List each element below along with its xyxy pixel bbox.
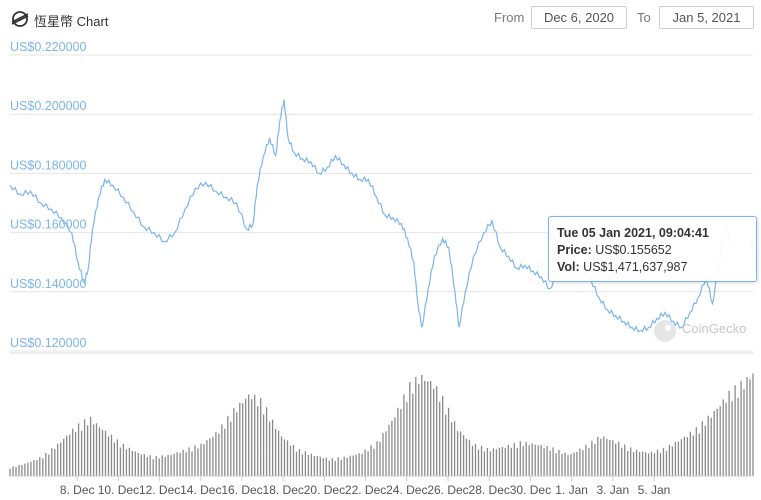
y-tick-label: US$0.200000 (10, 99, 87, 113)
coingecko-watermark: CoinGecko (652, 318, 761, 342)
y-tick-label: US$0.220000 (10, 40, 87, 54)
tooltip-price-label: Price: (557, 243, 592, 257)
from-label: From (494, 10, 525, 25)
x-tick-label: 1. Jan (555, 483, 588, 497)
tooltip-volume: Vol: US$1,471,637,987 (557, 260, 687, 274)
watermark-text: CoinGecko (682, 321, 747, 336)
to-date-input[interactable]: Jan 5, 2021 (659, 6, 754, 29)
x-tick-label: 20. Dec (304, 483, 345, 497)
x-tick-label: 18. Dec (263, 483, 304, 497)
stellar-logo-icon (11, 11, 29, 27)
price-series-line (9, 99, 732, 333)
chart-header: 恆星幣 Chart From Dec 6, 2020 To Jan 5, 202… (0, 0, 761, 36)
x-tick-label: 5. Jan (638, 483, 671, 497)
volume-bars (9, 373, 754, 476)
to-label: To (637, 10, 651, 25)
tooltip-vol-label: Vol: (557, 260, 580, 274)
x-tick-label: 3. Jan (596, 483, 629, 497)
x-tick-label: 30. Dec (510, 483, 551, 497)
x-tick-label: 26. Dec (427, 483, 468, 497)
x-tick-label: 10. Dec (98, 483, 139, 497)
x-tick-label: 8. Dec (60, 483, 95, 497)
tooltip-vol-value: US$1,471,637,987 (583, 260, 688, 274)
x-tick-label: 24. Dec (386, 483, 427, 497)
from-date-input[interactable]: Dec 6, 2020 (531, 6, 627, 29)
chart-title: 恆星幣 Chart (34, 14, 109, 29)
y-tick-label: US$0.160000 (10, 218, 87, 232)
price-tooltip: Tue 05 Jan 2021, 09:04:41 Price: US$0.15… (548, 216, 757, 282)
tooltip-price: Price: US$0.155652 (557, 243, 672, 257)
tooltip-price-value: US$0.155652 (595, 243, 672, 257)
x-tick-label: 16. Dec (221, 483, 262, 497)
y-tick-label: US$0.120000 (10, 336, 87, 350)
x-tick-label: 28. Dec (469, 483, 510, 497)
coingecko-logo-icon (654, 320, 676, 342)
x-tick-label: 14. Dec (180, 483, 221, 497)
x-tick-label: 12. Dec (139, 483, 180, 497)
y-tick-label: US$0.140000 (10, 277, 87, 291)
tooltip-date: Tue 05 Jan 2021, 09:04:41 (557, 226, 709, 240)
x-tick-label: 22. Dec (345, 483, 386, 497)
y-tick-label: US$0.180000 (10, 158, 87, 172)
